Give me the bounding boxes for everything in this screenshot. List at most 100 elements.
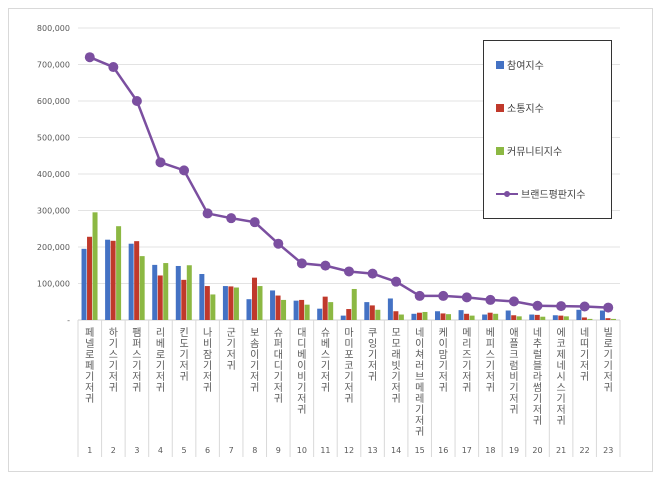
line-point-8 bbox=[249, 217, 260, 228]
bar-소통지수-16 bbox=[440, 313, 446, 320]
y-tick-label: 700,000 bbox=[37, 61, 70, 70]
rank-label: 14 bbox=[391, 446, 401, 455]
rank-label: 22 bbox=[580, 446, 590, 455]
rank-label: 18 bbox=[485, 446, 495, 455]
bar-커뮤니티지수-1 bbox=[92, 212, 98, 320]
bar-커뮤니티지수-20 bbox=[540, 316, 546, 320]
rank-label: 6 bbox=[205, 446, 210, 455]
bar-참여지수-14 bbox=[387, 298, 393, 320]
line-point-14 bbox=[391, 276, 402, 287]
legend-item: 참여지수 bbox=[496, 57, 544, 72]
bar-참여지수-6 bbox=[199, 274, 205, 320]
y-tick-label: 800,000 bbox=[37, 24, 70, 33]
bar-참여지수-23 bbox=[599, 310, 605, 320]
bar-커뮤니티지수-12 bbox=[351, 288, 357, 320]
bar-소통지수-1 bbox=[87, 236, 93, 320]
bar-커뮤니티지수-9 bbox=[281, 299, 287, 320]
rank-label: 16 bbox=[438, 446, 448, 455]
bar-소통지수-3 bbox=[134, 241, 140, 320]
bar-참여지수-3 bbox=[128, 243, 134, 320]
line-point-2 bbox=[108, 62, 119, 73]
line-point-3 bbox=[131, 96, 142, 106]
bar-커뮤니티지수-11 bbox=[328, 302, 334, 320]
line-point-21 bbox=[556, 301, 567, 312]
bar-커뮤니티지수-15 bbox=[422, 311, 428, 320]
bar-커뮤니티지수-4 bbox=[163, 263, 169, 320]
bar-소통지수-6 bbox=[204, 286, 210, 320]
bar-참여지수-22 bbox=[576, 309, 582, 320]
bar-소통지수-18 bbox=[487, 312, 493, 320]
bar-소통지수-8 bbox=[251, 277, 257, 320]
bar-소통지수-11 bbox=[322, 296, 328, 320]
legend-swatch bbox=[496, 103, 504, 112]
bar-소통지수-2 bbox=[110, 240, 116, 320]
legend-label: 커뮤니티지수 bbox=[507, 147, 563, 158]
bar-커뮤니티지수-13 bbox=[375, 309, 381, 320]
rank-label: 4 bbox=[158, 446, 163, 455]
rank-label: 1 bbox=[87, 446, 92, 455]
line-point-22 bbox=[579, 301, 590, 312]
legend-label: 브랜드평판지수 bbox=[521, 190, 586, 201]
bar-참여지수-11 bbox=[317, 308, 323, 320]
rank-label: 19 bbox=[509, 446, 519, 455]
bar-커뮤니티지수-8 bbox=[257, 286, 263, 320]
rank-label: 21 bbox=[556, 446, 566, 455]
bar-커뮤니티지수-18 bbox=[493, 313, 499, 320]
bar-커뮤니티지수-14 bbox=[398, 314, 404, 320]
rank-label: 12 bbox=[344, 446, 354, 455]
line-point-23 bbox=[603, 302, 614, 313]
bar-참여지수-21 bbox=[552, 315, 558, 320]
bar-소통지수-13 bbox=[369, 305, 375, 320]
bar-소통지수-12 bbox=[346, 309, 352, 320]
bar-소통지수-19 bbox=[511, 315, 517, 320]
line-point-4 bbox=[155, 157, 166, 168]
line-point-1 bbox=[84, 52, 95, 63]
y-tick-label: 500,000 bbox=[37, 134, 70, 143]
y-tick-label: 100,000 bbox=[37, 280, 70, 289]
line-point-5 bbox=[179, 165, 190, 176]
bar-참여지수-4 bbox=[152, 264, 158, 320]
y-tick-label: 200,000 bbox=[37, 243, 70, 252]
y-tick-label: 400,000 bbox=[37, 170, 70, 179]
line-point-12 bbox=[344, 266, 354, 277]
bar-커뮤니티지수-3 bbox=[139, 256, 145, 320]
bar-참여지수-7 bbox=[222, 286, 228, 320]
rank-label: 7 bbox=[229, 446, 234, 455]
bar-소통지수-14 bbox=[393, 311, 399, 320]
bar-커뮤니티지수-16 bbox=[446, 314, 452, 320]
bar-참여지수-12 bbox=[340, 315, 346, 320]
line-point-11 bbox=[320, 260, 331, 271]
y-tick-label: - bbox=[67, 316, 70, 325]
bar-커뮤니티지수-6 bbox=[210, 294, 216, 320]
bar-소통지수-17 bbox=[464, 313, 470, 320]
legend-item: 커뮤니티지수 bbox=[496, 143, 562, 158]
rank-label: 17 bbox=[462, 446, 472, 455]
bar-소통지수-22 bbox=[581, 317, 587, 320]
bar-커뮤니티지수-22 bbox=[587, 318, 593, 320]
y-tick-label: 600,000 bbox=[37, 97, 70, 106]
legend-label: 소통지수 bbox=[507, 104, 544, 115]
bar-커뮤니티지수-17 bbox=[469, 315, 475, 320]
legend-swatch bbox=[496, 60, 504, 69]
bar-참여지수-10 bbox=[293, 300, 299, 320]
